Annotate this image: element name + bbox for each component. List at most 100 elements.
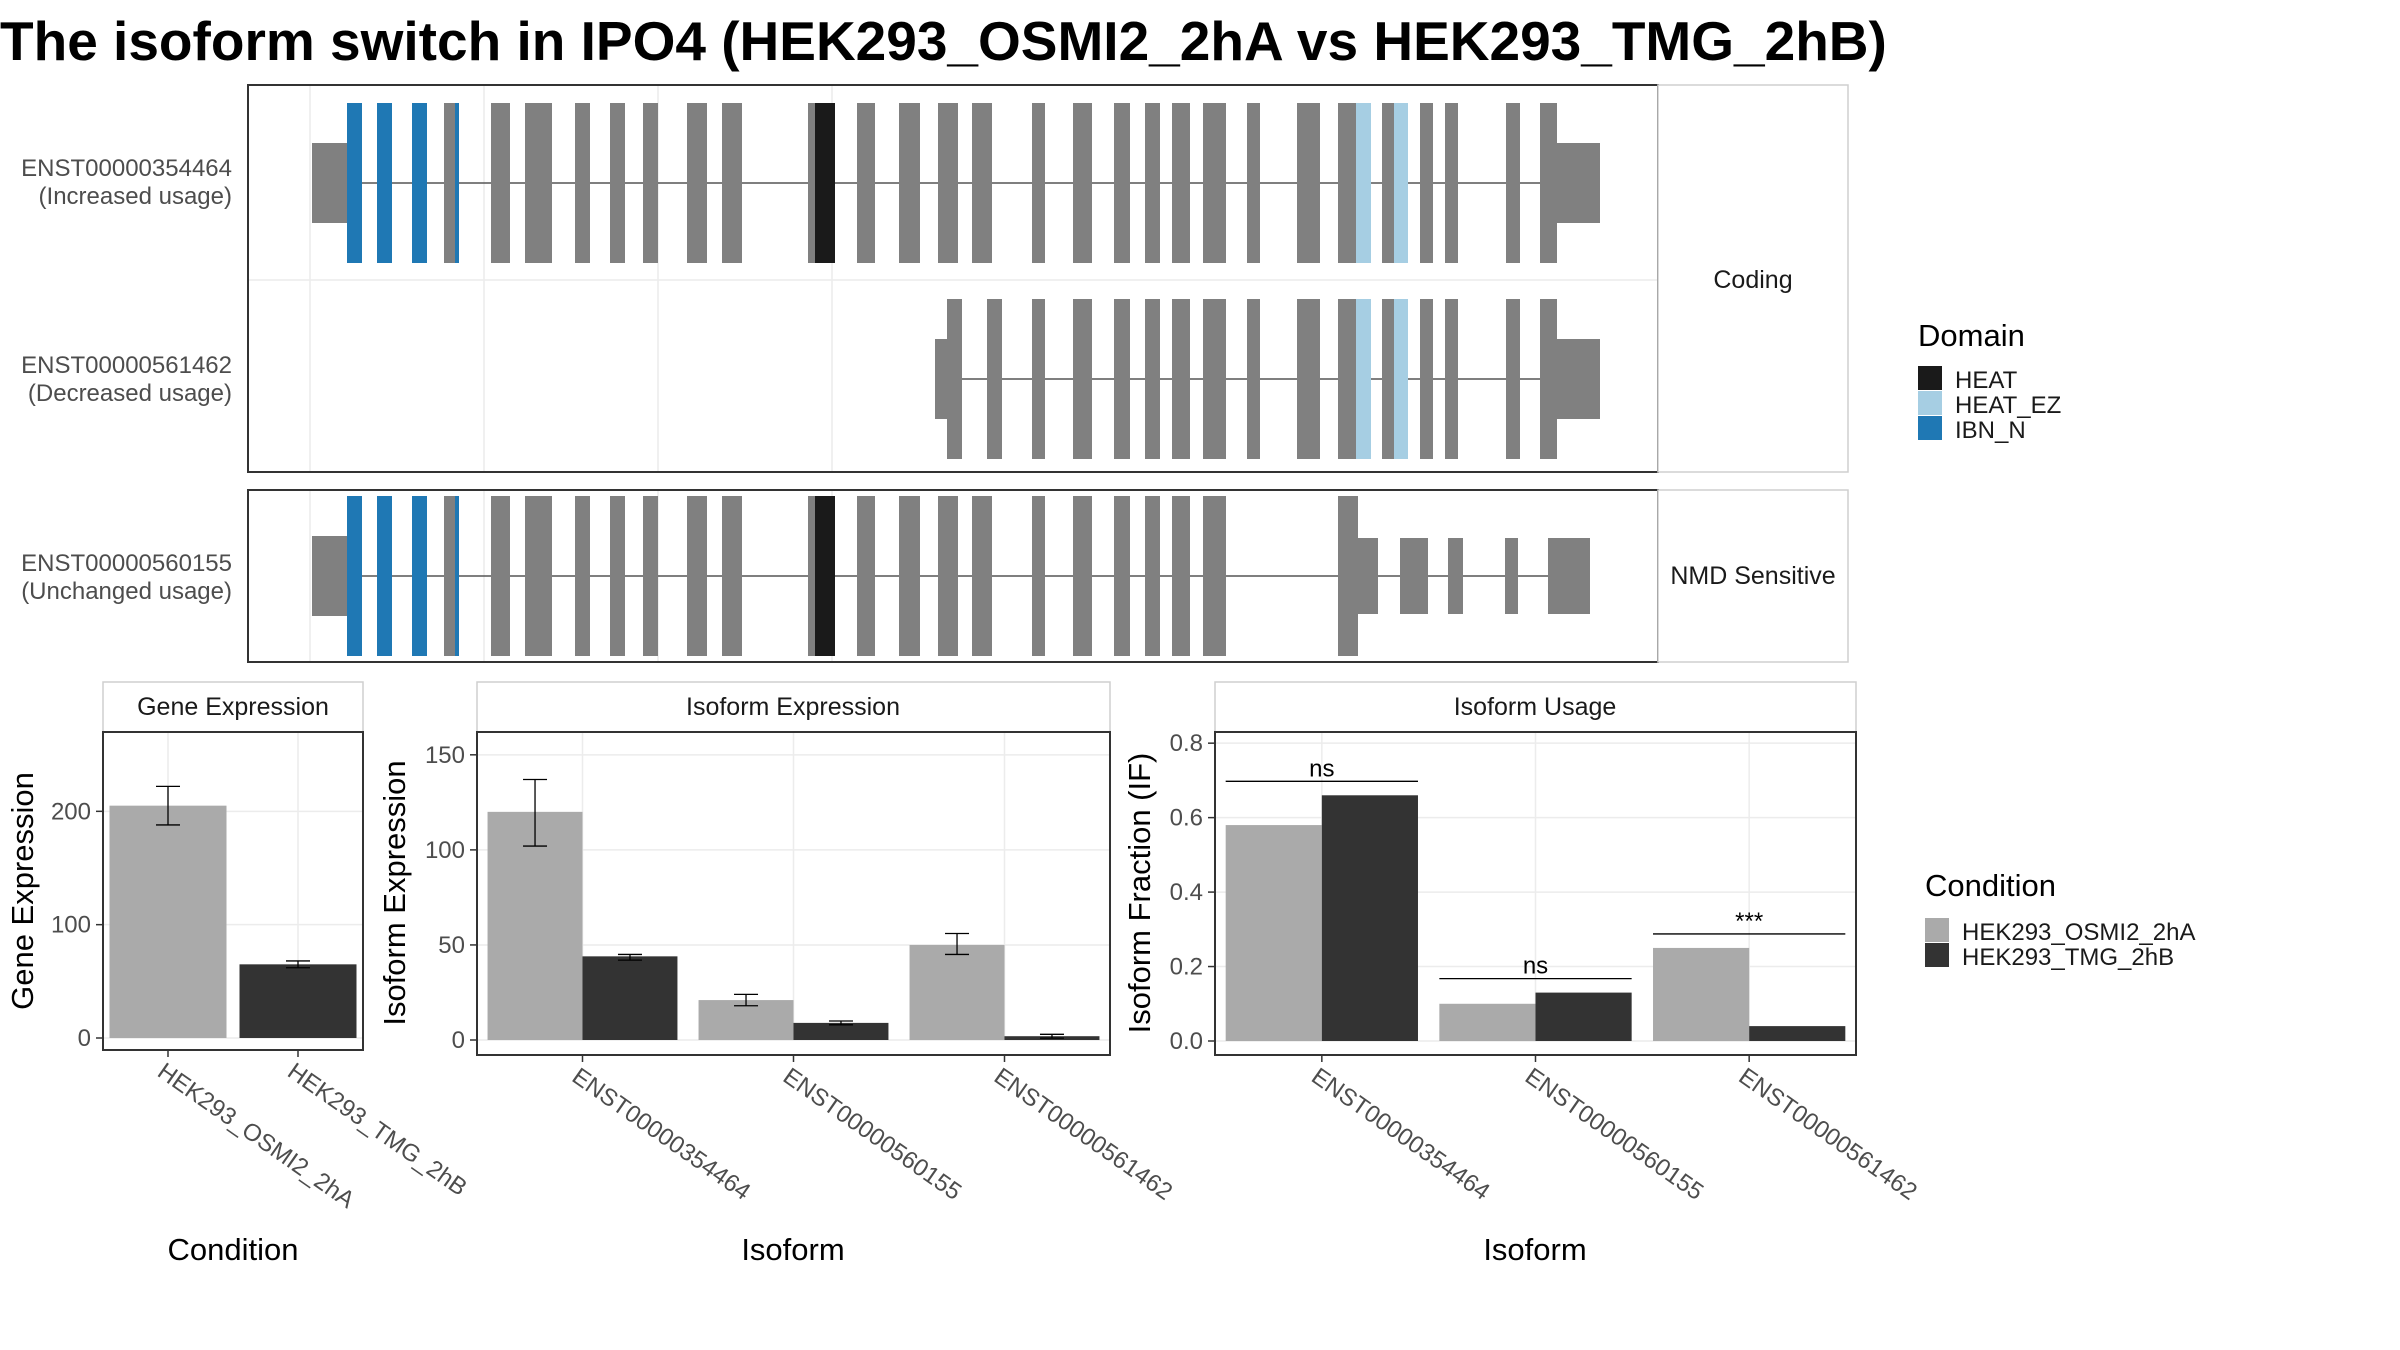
domain-exon-heat-ez [1394,103,1408,263]
exon [1172,496,1190,656]
bar [1439,1003,1536,1041]
legend-label-condition-a: HEK293_OSMI2_2hA [1962,919,2195,946]
exon [1203,103,1226,263]
exon [1420,299,1433,459]
exon [972,496,992,656]
exon [687,496,707,656]
exon [1382,299,1394,459]
domain-exon-heat-ez [1356,299,1371,459]
exon [1506,299,1520,459]
exon [1032,103,1045,263]
legend-swatch-heat-ez [1918,391,1942,415]
x-tick-label: ENST00000354464 [1306,1063,1494,1206]
exon [525,496,552,656]
condition-legend: Condition HEK293_OSMI2_2hA HEK293_TMG_2h… [1925,868,2195,971]
exon [610,103,625,263]
transcript-ENST00000561462-model [935,299,1600,459]
exon [899,496,920,656]
legend-swatch-heat [1918,366,1942,390]
domain-exon-ibn-n [455,103,459,263]
isoform-usage-title: Isoform Usage [1454,693,1617,721]
x-tick-label: ENST00000560155 [1520,1063,1708,1206]
domain-exon-heat [815,496,835,656]
bar [1535,992,1632,1041]
y-tick-label: 0.4 [1170,879,1203,906]
isoform-expression-border [476,731,1111,1056]
significance-label: ns [1309,755,1334,782]
domain-exon-ibn-n [347,496,362,656]
isoform-expression-panel: Isoform Expression 0 50 100 150 ENST00000354… [377,681,1177,1267]
figure-title: The isoform switch in IPO4 (HEK293_OSMI2… [0,10,1887,72]
x-tick-label: ENST00000354464 [567,1063,755,1206]
y-tick-label: 0.0 [1170,1028,1203,1055]
significance-label: *** [1735,908,1763,935]
legend-swatch-condition-a [1925,918,1949,942]
transcript-label-usage: (Unchanged usage) [21,578,232,605]
isoform-usage-plot: 0.0 0.2 0.4 0.6 0.8 ns ENST00000354464 ns ENST00… [1170,730,1922,1206]
domain-exon-ibn-n [377,496,392,656]
domain-legend: Domain HEAT HEAT_EZ IBN_N [1918,318,2061,444]
y-tick-label: 50 [438,932,465,959]
exon [1445,299,1458,459]
exon [444,103,455,263]
isoform-expression-ylabel: Isoform Expression [377,760,412,1025]
bar [582,956,678,1040]
exon [722,103,742,263]
exon [1172,299,1190,459]
exon [1338,103,1356,263]
exon [987,299,1002,459]
exon [1114,496,1130,656]
exon [1445,103,1458,263]
transcript-label-id: ENST00000354464 [21,155,232,182]
exon [444,496,455,656]
bar [698,1000,794,1040]
nmd-strip-label: NMD Sensitive [1670,562,1835,590]
isoform-usage-xlabel: Isoform [1483,1232,1586,1267]
isoform-usage-ylabel: Isoform Fraction (IF) [1122,753,1157,1034]
isoform-usage-panel: Isoform Usage 0.0 0.2 0.4 0.6 0.8 ns ENST00000… [1122,681,1922,1267]
isoform-expression-xlabel: Isoform [741,1232,844,1267]
x-tick-label: ENST00000561462 [1734,1063,1922,1206]
exon [1145,103,1160,263]
legend-label-heat-ez: HEAT_EZ [1955,392,2061,419]
isoform-usage-border [1214,731,1857,1056]
exon [525,103,552,263]
bar [239,964,357,1038]
bar [909,944,1005,1040]
exon [1247,103,1260,263]
exon [643,496,658,656]
exon [1032,299,1045,459]
domain-exon-ibn-n [455,496,459,656]
exon [491,496,510,656]
y-tick-label: 100 [51,912,91,939]
exon [1400,538,1428,614]
gene-expression-title: Gene Expression [137,693,329,721]
exon [1540,299,1557,459]
utr-segment [1557,143,1600,223]
significance-label: ns [1523,953,1548,980]
y-tick-label: 0.8 [1170,730,1203,757]
gene-expression-strip [102,681,364,733]
transcript-ENST00000354464-model [312,103,1600,263]
coding-panel: Coding [247,84,1849,473]
gene-expression-ylabel: Gene Expression [5,772,40,1010]
utr-segment [312,143,347,223]
bar [1653,947,1750,1041]
exon [857,496,875,656]
utr-segment [312,536,347,616]
exon [1073,496,1092,656]
transcript-label-usage: (Decreased usage) [28,380,232,407]
gene-expression-xlabel: Condition [168,1232,299,1267]
isoform-expression-plot: 0 50 100 150 ENST00000354464 ENST00000560155 E… [425,732,1177,1206]
domain-exon-ibn-n [347,103,362,263]
y-tick-label: 0 [78,1025,91,1052]
y-tick-label: 150 [425,742,465,769]
transcript-label-usage: (Increased usage) [39,183,232,210]
legend-label-heat: HEAT [1955,367,2018,394]
bar [487,811,583,1040]
exon [1505,538,1518,614]
utr-segment [935,339,947,419]
exon [1506,103,1520,263]
bar [1321,795,1418,1041]
exon [1548,538,1590,614]
